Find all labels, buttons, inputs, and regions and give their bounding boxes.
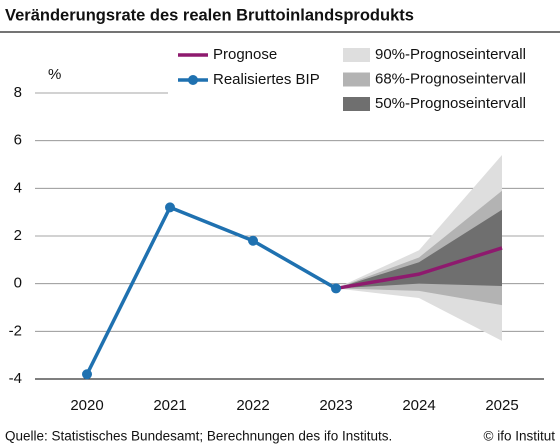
legend-label: Prognose	[213, 46, 277, 63]
x-tick-label: 2020	[70, 397, 103, 414]
y-tick-label: 2	[14, 227, 22, 244]
y-tick-label: -4	[9, 370, 22, 387]
x-tick-label: 2023	[319, 397, 352, 414]
x-tick-label: 2024	[402, 397, 435, 414]
legend-swatch	[343, 97, 370, 111]
legend-label: 90%-Prognoseintervall	[375, 46, 526, 63]
copyright: © ifo Institut	[484, 429, 556, 444]
legend-label: 68%-Prognoseintervall	[375, 70, 526, 87]
x-tick-label: 2025	[485, 397, 518, 414]
point	[82, 369, 92, 380]
series-line	[85, 205, 337, 376]
point	[248, 235, 258, 246]
series-line	[335, 246, 503, 291]
chart-title: Veränderungsrate des realen Bruttoinland…	[5, 6, 414, 24]
interval-band	[336, 209, 502, 289]
legend-label: Realisiertes BIP	[213, 71, 320, 88]
y-tick-label: 0	[14, 275, 22, 292]
x-tick-label: 2022	[236, 397, 269, 414]
y-axis-label: %	[48, 66, 61, 83]
legend-swatch	[343, 48, 370, 62]
source-note: Quelle: Statistisches Bundesamt; Berechn…	[5, 429, 392, 444]
point	[331, 283, 341, 294]
x-tick-label: 2021	[153, 397, 186, 414]
y-tick-label: 4	[14, 179, 22, 196]
y-tick-label: 8	[14, 84, 22, 101]
legend-swatch	[343, 72, 370, 87]
y-tick-label: -2	[9, 322, 22, 339]
y-tick-label: 6	[14, 132, 22, 149]
legend-marker	[188, 75, 198, 85]
point	[165, 202, 175, 213]
legend-label: 50%-Prognoseintervall	[375, 95, 526, 112]
